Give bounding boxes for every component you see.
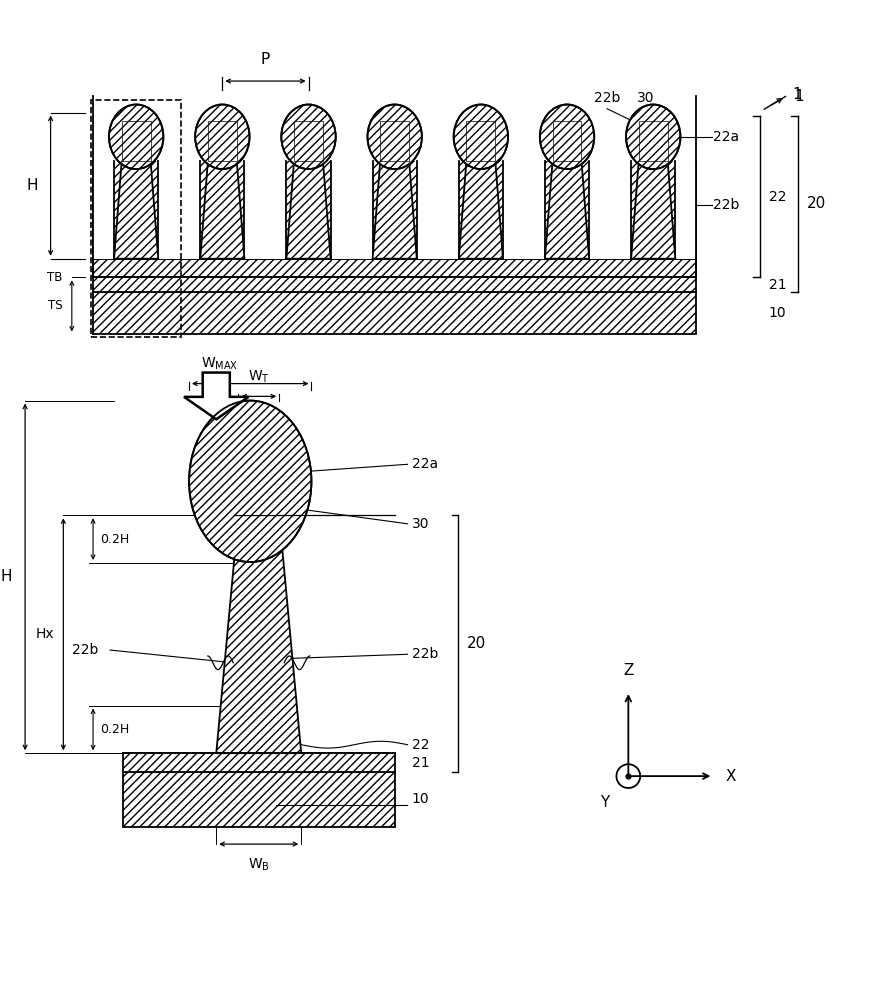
Polygon shape: [287, 161, 330, 259]
Text: TB: TB: [47, 271, 63, 284]
Ellipse shape: [109, 105, 163, 169]
Ellipse shape: [540, 105, 594, 169]
Text: 22b: 22b: [412, 647, 438, 661]
Bar: [158, 161, 200, 259]
Polygon shape: [200, 161, 244, 259]
Text: 0.2H: 0.2H: [100, 723, 129, 736]
Polygon shape: [631, 161, 675, 259]
Text: 30: 30: [412, 517, 429, 531]
Polygon shape: [122, 121, 150, 161]
Bar: [244, 161, 287, 259]
Text: X: X: [726, 769, 737, 784]
Text: 10: 10: [412, 792, 429, 806]
Text: H: H: [1, 569, 12, 584]
Ellipse shape: [626, 105, 680, 169]
Bar: [93, 259, 696, 277]
Bar: [93, 292, 696, 334]
Ellipse shape: [368, 105, 421, 169]
Text: 22b: 22b: [72, 643, 98, 657]
Bar: [589, 161, 631, 259]
Polygon shape: [184, 373, 249, 419]
Text: TS: TS: [48, 299, 63, 312]
Ellipse shape: [454, 105, 508, 169]
Polygon shape: [381, 121, 409, 161]
Text: 21: 21: [412, 756, 429, 770]
Text: 21: 21: [768, 278, 786, 292]
Polygon shape: [294, 121, 323, 161]
Ellipse shape: [282, 105, 335, 169]
Text: W$_{\mathsf{MAX}}$: W$_{\mathsf{MAX}}$: [201, 355, 238, 372]
Bar: [417, 161, 459, 259]
Bar: [123, 753, 395, 772]
Bar: [93, 277, 696, 292]
Bar: [330, 161, 373, 259]
Polygon shape: [545, 161, 589, 259]
Text: P: P: [261, 52, 270, 67]
Text: Y: Y: [600, 795, 610, 810]
Polygon shape: [216, 515, 302, 753]
Text: 20: 20: [467, 636, 486, 651]
Text: 30: 30: [637, 91, 654, 105]
Bar: [91, 100, 181, 337]
Text: 20: 20: [806, 196, 826, 211]
Text: W$_{\mathsf{B}}$: W$_{\mathsf{B}}$: [248, 857, 269, 873]
Text: H: H: [26, 178, 37, 193]
Polygon shape: [553, 121, 581, 161]
Bar: [503, 161, 545, 259]
Ellipse shape: [189, 401, 311, 562]
Text: 1: 1: [793, 87, 802, 102]
Text: 22b: 22b: [713, 198, 740, 212]
Bar: [93, 161, 114, 259]
Polygon shape: [238, 449, 279, 515]
Text: 22a: 22a: [713, 130, 740, 144]
Polygon shape: [459, 161, 503, 259]
Polygon shape: [639, 121, 667, 161]
Text: 22b: 22b: [594, 91, 620, 105]
Text: 22: 22: [412, 738, 429, 752]
Bar: [123, 772, 395, 827]
Text: 22a: 22a: [412, 457, 438, 471]
Polygon shape: [114, 161, 158, 259]
Text: Z: Z: [623, 663, 634, 678]
Polygon shape: [373, 161, 417, 259]
Text: 10: 10: [768, 306, 786, 320]
Polygon shape: [467, 121, 495, 161]
Bar: [93, 161, 696, 277]
Text: 22: 22: [768, 190, 786, 204]
Bar: [675, 161, 696, 259]
Text: 1: 1: [794, 89, 804, 104]
Polygon shape: [208, 121, 236, 161]
Ellipse shape: [196, 105, 249, 169]
Text: Hx: Hx: [36, 627, 54, 641]
Text: W$_{\mathsf{T}}$: W$_{\mathsf{T}}$: [248, 369, 269, 385]
Text: 0.2H: 0.2H: [100, 533, 129, 546]
